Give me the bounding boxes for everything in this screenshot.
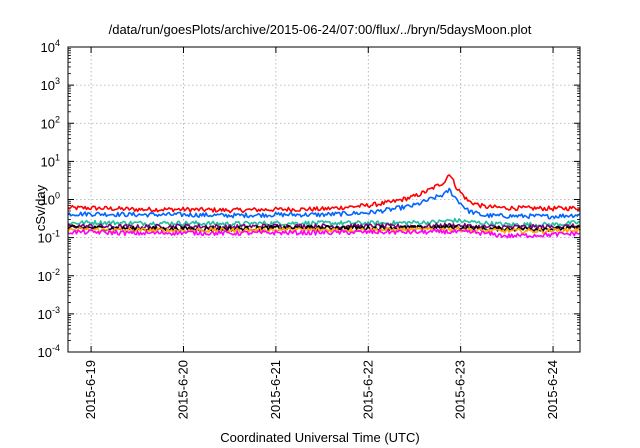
x-tick-label: 2015-6-19 bbox=[83, 360, 98, 419]
x-axis-label: Coordinated Universal Time (UTC) bbox=[220, 430, 420, 445]
x-tick-label: 2015-6-23 bbox=[453, 360, 468, 419]
series-line-0 bbox=[67, 174, 581, 214]
y-tick-label: 10-2 bbox=[38, 267, 60, 284]
x-tick-label: 2015-6-21 bbox=[268, 360, 283, 419]
x-tick-label: 2015-6-20 bbox=[175, 360, 190, 419]
x-tick-label: 2015-6-24 bbox=[545, 360, 560, 419]
series-line-5 bbox=[67, 226, 581, 234]
y-tick-label: 10-4 bbox=[38, 343, 60, 360]
y-tick-label: 10-1 bbox=[38, 229, 60, 246]
y-tick-label: 103 bbox=[41, 76, 60, 93]
plot-frame bbox=[67, 46, 581, 353]
y-tick-label: 10-3 bbox=[38, 305, 60, 322]
y-tick-label: 100 bbox=[41, 191, 60, 208]
series-line-6 bbox=[67, 228, 581, 239]
y-tick-label: 101 bbox=[41, 152, 60, 169]
y-tick-label: 104 bbox=[41, 38, 60, 55]
y-tick-label: 102 bbox=[41, 114, 60, 131]
x-tick-label: 2015-6-22 bbox=[360, 360, 375, 419]
series-line-1 bbox=[67, 187, 581, 220]
chart-title: /data/run/goesPlots/archive/2015-06-24/0… bbox=[108, 22, 532, 37]
